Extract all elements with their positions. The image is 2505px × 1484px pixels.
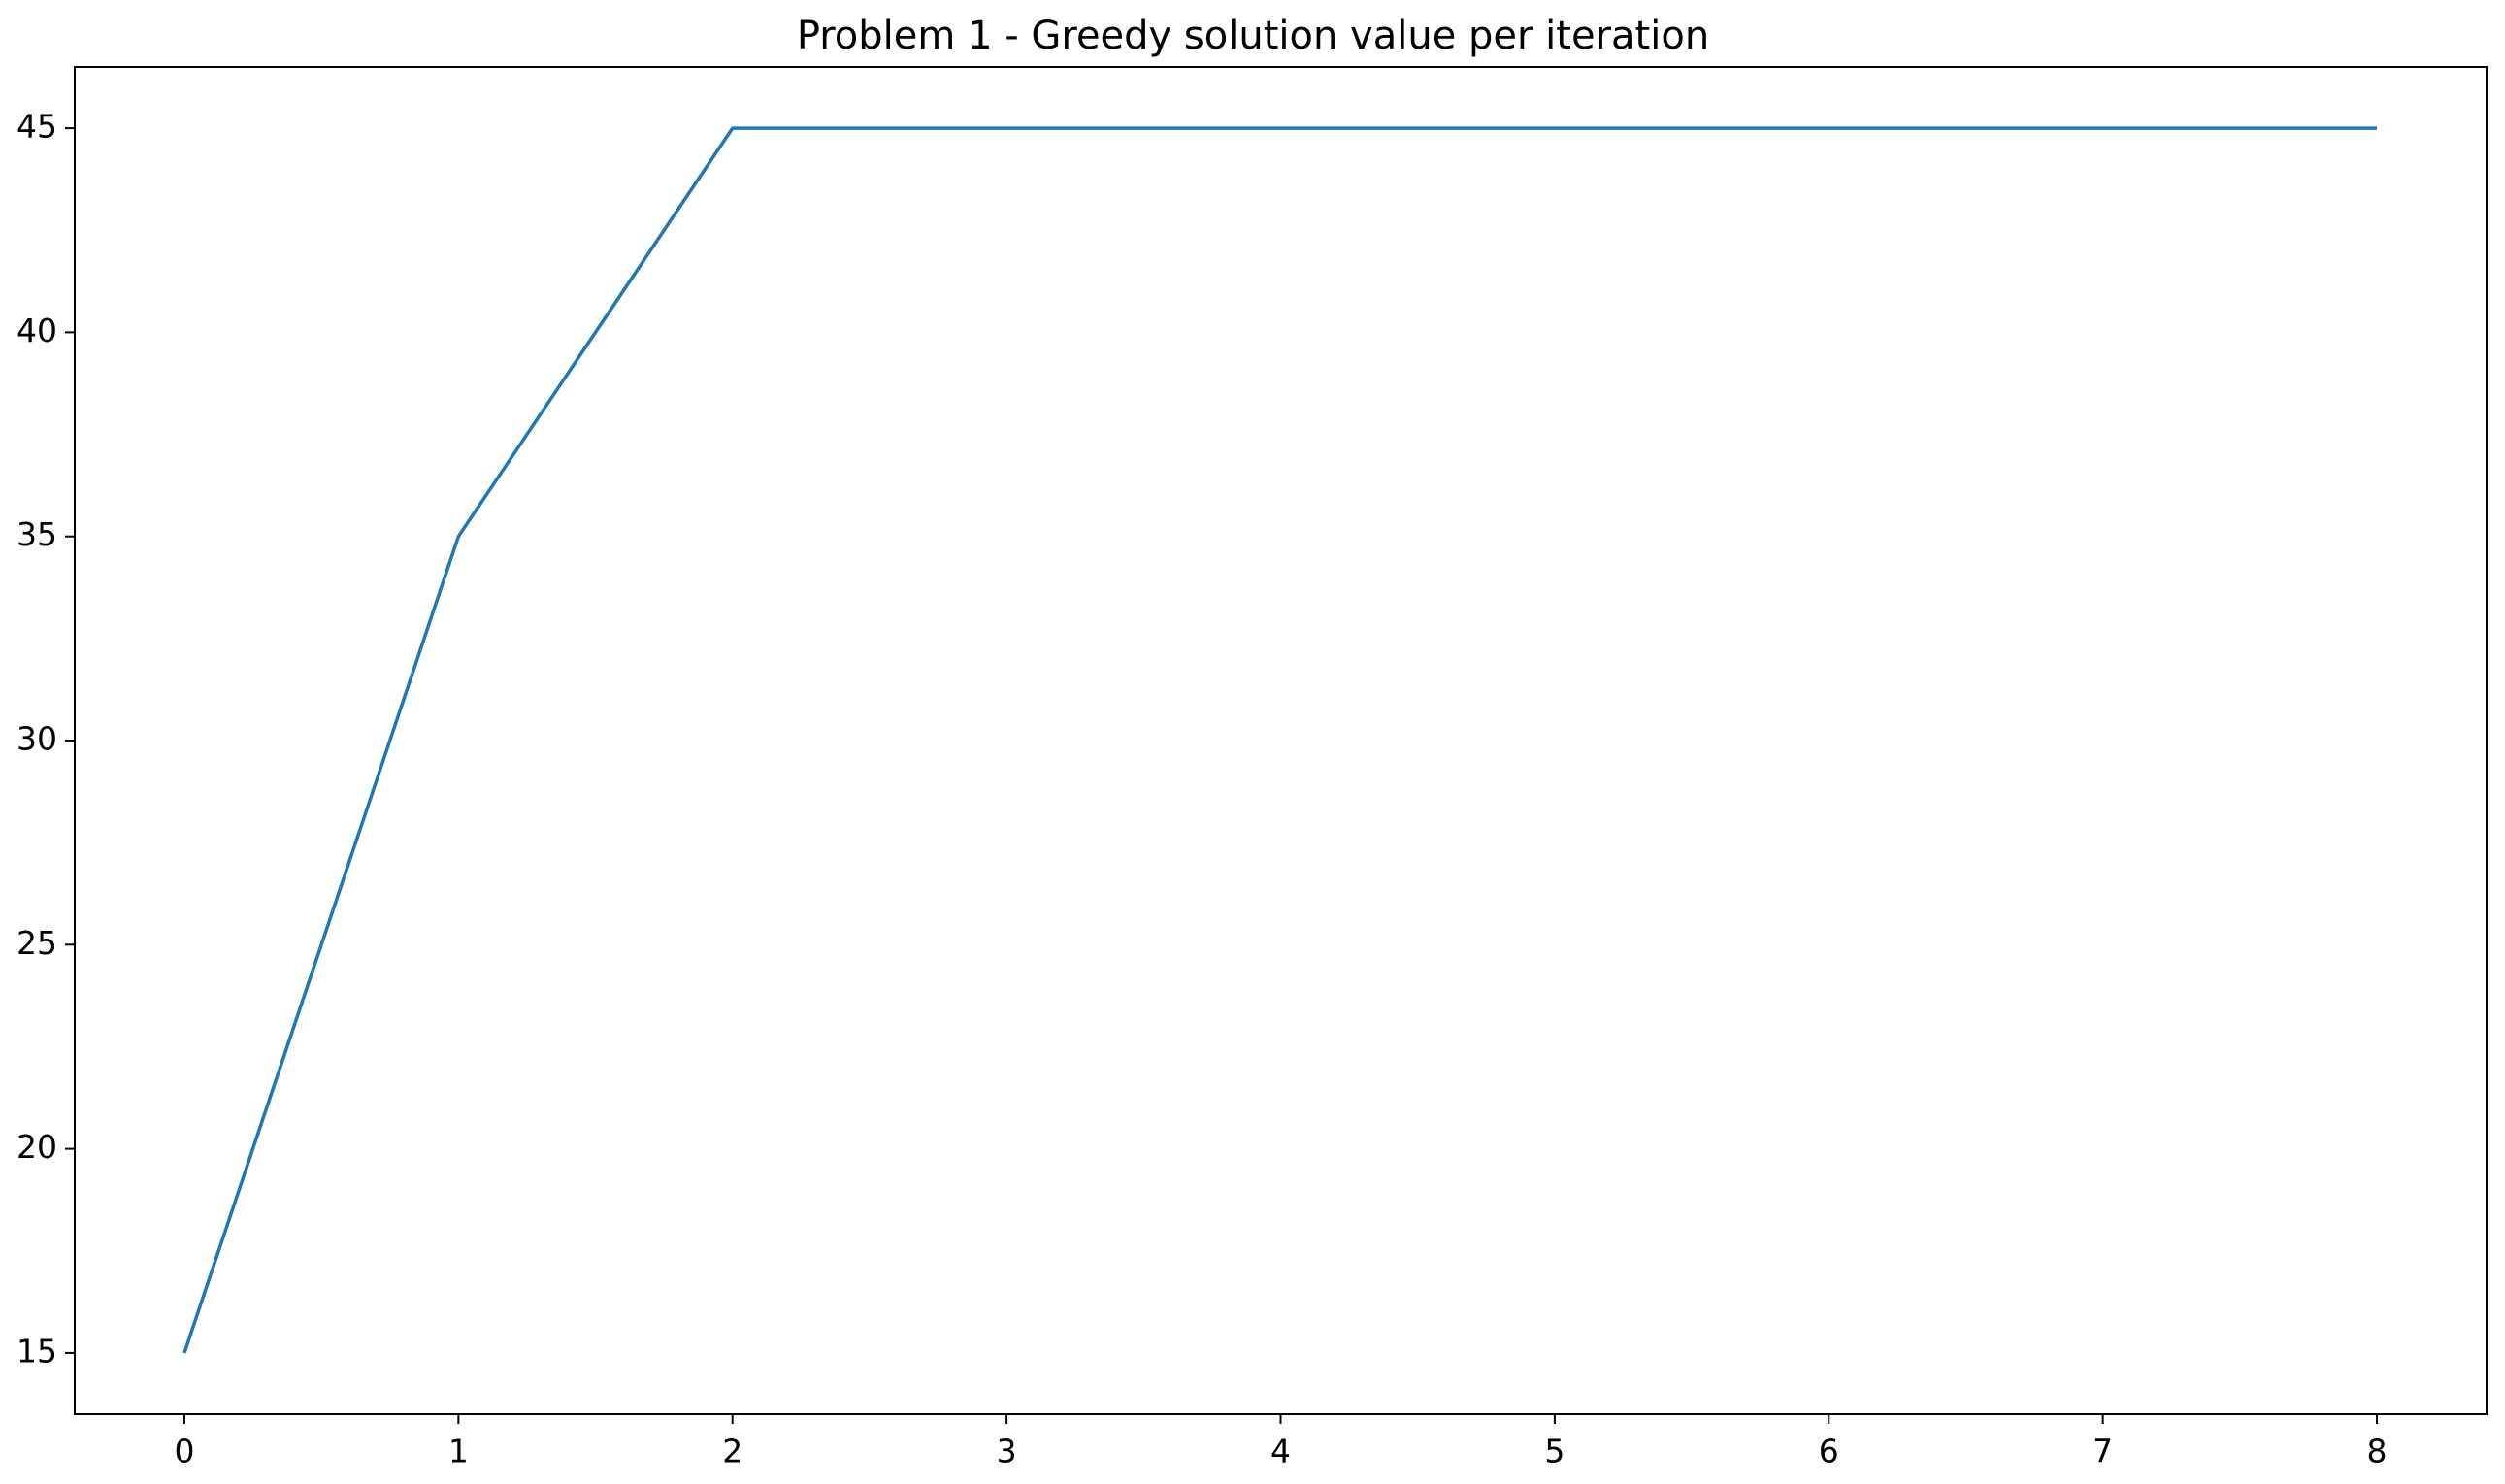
series-line (182, 126, 2378, 1354)
x-tick-label: 3 (997, 1433, 1017, 1470)
x-axis: 0 1 2 3 4 5 6 7 8 (174, 1414, 2388, 1470)
x-tick-label: 8 (2367, 1433, 2388, 1470)
plot-frame (74, 66, 2488, 1415)
series-layer (182, 126, 2378, 1354)
x-tick-label: 1 (448, 1433, 469, 1470)
x-tick-label: 5 (1544, 1433, 1565, 1470)
y-axis: 15 20 25 30 35 40 45 (16, 108, 75, 1369)
x-tick-label: 2 (722, 1433, 742, 1470)
y-tick-label: 40 (16, 312, 57, 349)
y-tick-label: 20 (16, 1128, 57, 1166)
y-tick-label: 35 (16, 515, 57, 553)
x-tick-label: 4 (1270, 1433, 1291, 1470)
x-tick-label: 0 (174, 1433, 194, 1470)
x-tick-label: 7 (2093, 1433, 2113, 1470)
y-tick-label: 45 (16, 108, 57, 146)
chart-title: Problem 1 - Greedy solution value per it… (797, 14, 1709, 58)
y-tick-label: 15 (16, 1332, 57, 1369)
y-tick-label: 30 (16, 720, 57, 758)
x-tick-label: 6 (1819, 1433, 1839, 1470)
y-tick-label: 25 (16, 924, 57, 962)
